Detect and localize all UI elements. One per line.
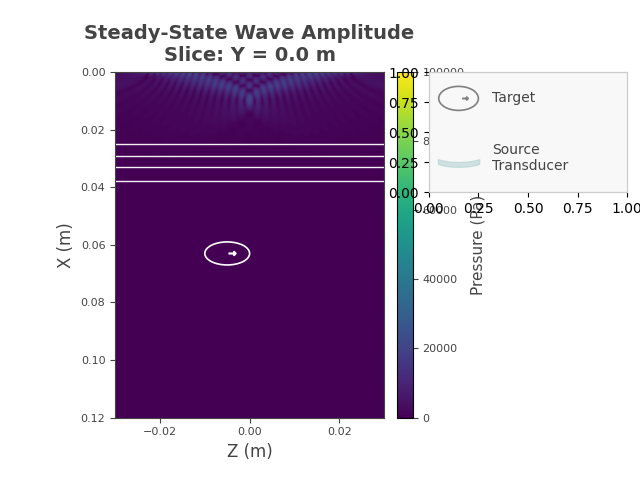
Text: Source
Transducer: Source Transducer: [492, 144, 568, 173]
Text: Target: Target: [492, 91, 536, 106]
X-axis label: Z (m): Z (m): [227, 443, 273, 461]
Y-axis label: X (m): X (m): [57, 222, 75, 268]
Title: Steady-State Wave Amplitude
Slice: Y = 0.0 m: Steady-State Wave Amplitude Slice: Y = 0…: [84, 24, 415, 65]
Y-axis label: Pressure (Pa): Pressure (Pa): [470, 195, 485, 295]
